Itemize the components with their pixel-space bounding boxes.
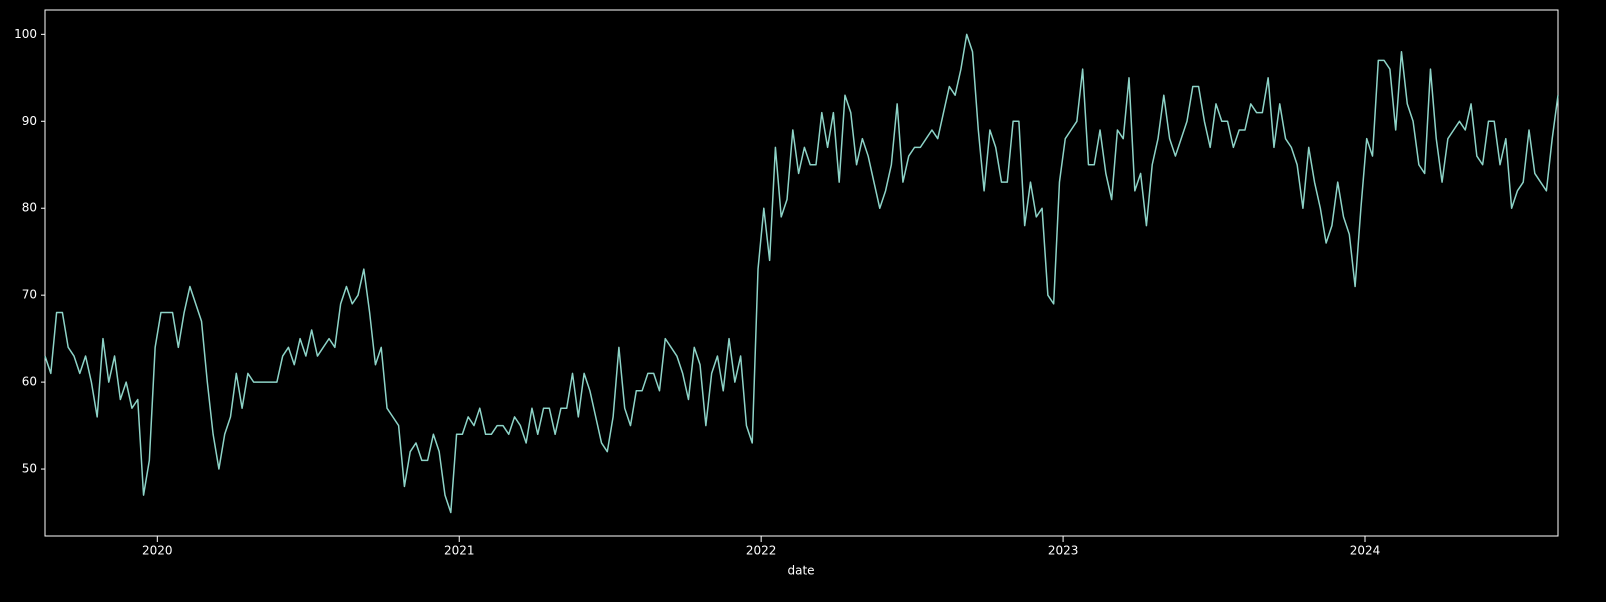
x-tick-label: 2023	[1048, 544, 1079, 558]
x-tick-label: 2024	[1350, 544, 1381, 558]
y-tick-label: 50	[22, 462, 37, 476]
y-tick-label: 70	[22, 288, 37, 302]
y-tick-label: 90	[22, 114, 37, 128]
x-tick-label: 2020	[142, 544, 173, 558]
y-tick-label: 100	[14, 27, 37, 41]
x-tick-label: 2021	[444, 544, 475, 558]
x-axis-label: date	[787, 564, 814, 578]
y-tick-label: 80	[22, 201, 37, 215]
y-tick-label: 60	[22, 375, 37, 389]
x-tick-label: 2022	[746, 544, 777, 558]
plot-frame	[44, 9, 1559, 537]
data-line	[44, 33, 1559, 514]
